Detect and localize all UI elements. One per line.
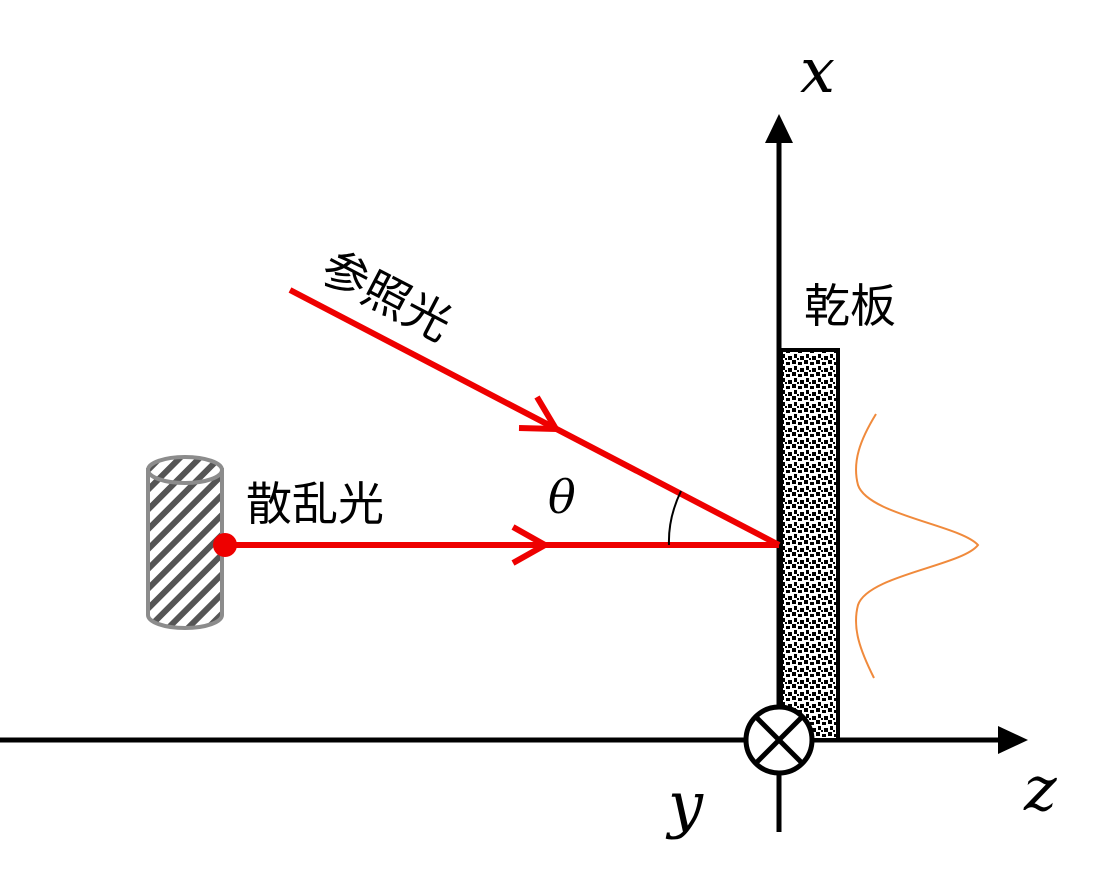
interference-wave [854, 413, 980, 679]
scattered-light-beam [213, 524, 779, 566]
y-axis-label: y [665, 768, 704, 841]
scattered-light-label: 散乱光 [246, 477, 384, 531]
plate-label: 乾板 [804, 279, 896, 333]
y-axis-into-page-icon [743, 704, 815, 776]
x-axis-label: x [800, 34, 835, 107]
z-axis [0, 726, 1028, 754]
angle-label: θ [548, 470, 576, 524]
z-axis-label: z [1023, 752, 1057, 825]
reference-light-beam [288, 287, 781, 548]
reference-light-label: 参照光 [313, 240, 460, 352]
scatter-point [213, 533, 237, 557]
scattering-object [146, 455, 224, 630]
angle-arc [667, 490, 682, 546]
photographic-plate [779, 348, 840, 742]
